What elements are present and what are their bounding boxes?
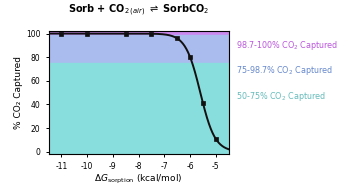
Bar <box>49 35 229 63</box>
Bar <box>49 63 229 154</box>
Text: 98.7-100% CO$_2$ Captured: 98.7-100% CO$_2$ Captured <box>236 39 338 52</box>
Y-axis label: % CO₂ Captured: % CO₂ Captured <box>14 56 23 129</box>
Text: Sorb + CO$_{2\,(air)}$ $\rightleftharpoons$ SorbCO$_2$: Sorb + CO$_{2\,(air)}$ $\rightleftharpoo… <box>68 3 209 18</box>
Text: 75-98.7% CO$_2$ Captured: 75-98.7% CO$_2$ Captured <box>236 64 333 77</box>
Text: 50-75% CO$_2$ Captured: 50-75% CO$_2$ Captured <box>236 90 326 103</box>
Bar <box>49 31 229 35</box>
X-axis label: $\Delta G_{\rm sorption}$ (kcal/mol): $\Delta G_{\rm sorption}$ (kcal/mol) <box>94 173 183 186</box>
